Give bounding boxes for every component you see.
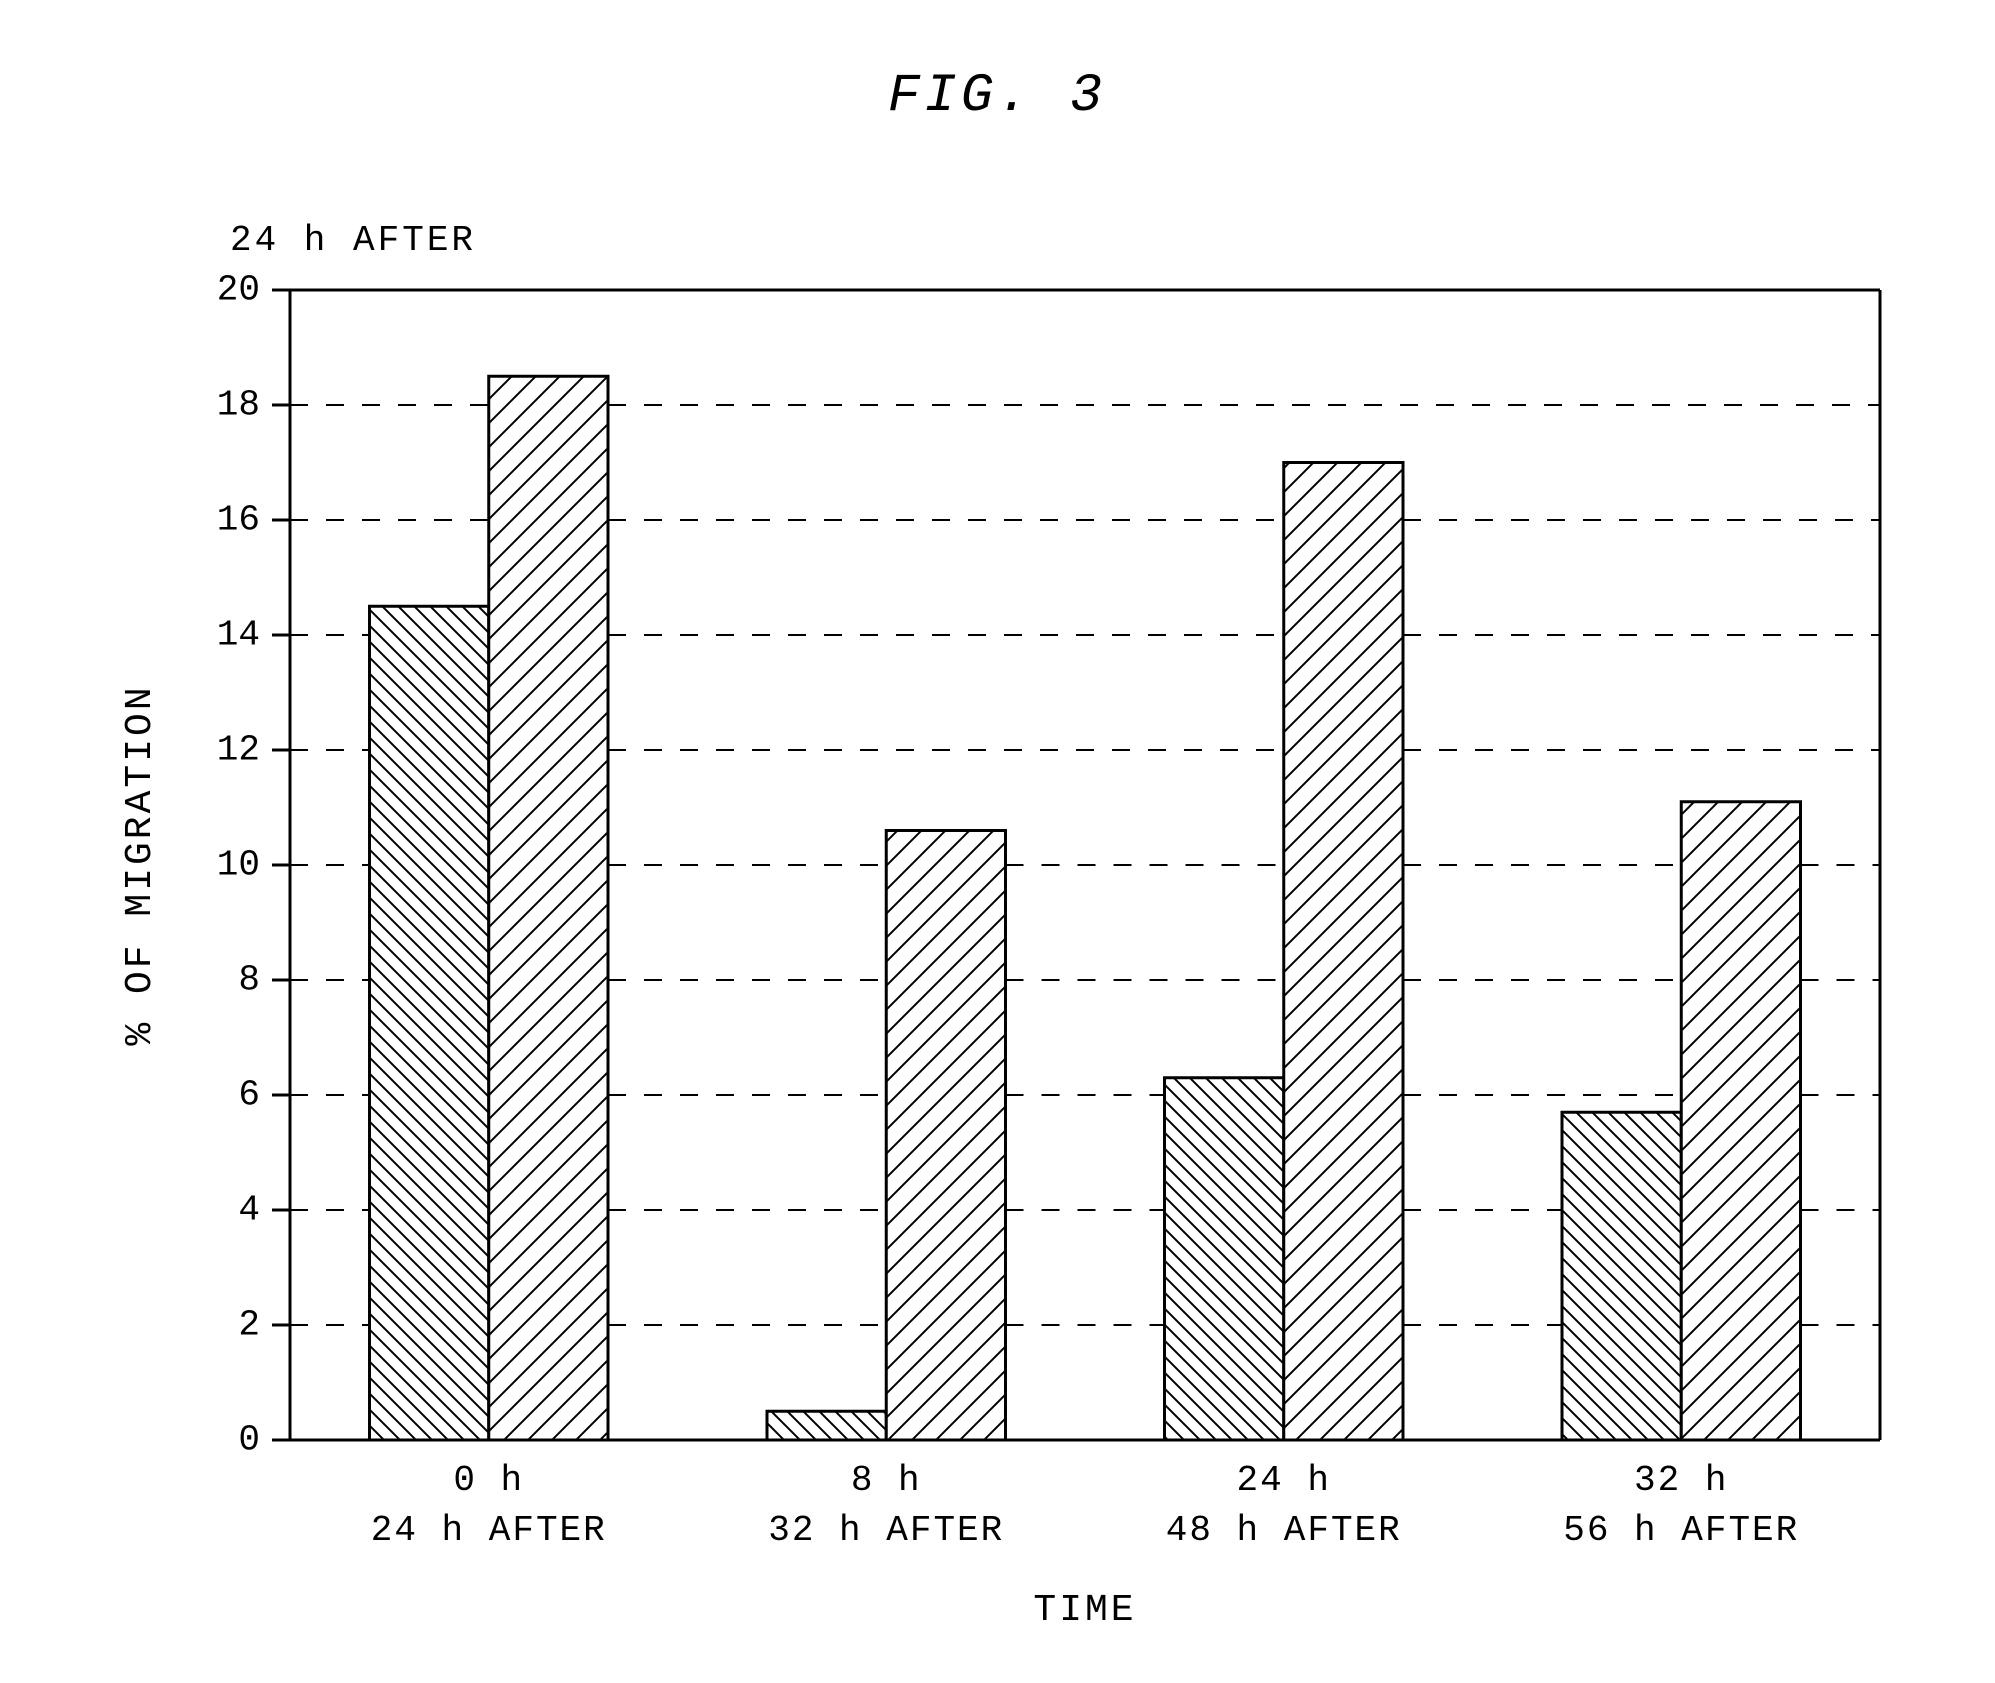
x-tick-label-line1: 32 h [1634, 1460, 1728, 1501]
bar-series-a-3 [1562, 1112, 1681, 1440]
bar-series-b-1 [886, 831, 1005, 1441]
x-tick-label-line1: 8 h [851, 1460, 922, 1501]
y-tick-label: 10 [217, 845, 260, 886]
x-tick-label-line2: 32 h AFTER [768, 1510, 1004, 1551]
x-tick-label-line1: 24 h [1237, 1460, 1331, 1501]
y-tick-label: 2 [238, 1305, 260, 1346]
y-axis-label: % OF MIGRATION [119, 684, 162, 1045]
figure-title: FIG. 3 [888, 66, 1106, 127]
y-tick-label: 18 [217, 385, 260, 426]
bar-series-a-2 [1165, 1078, 1284, 1440]
y-tick-label: 14 [217, 615, 260, 656]
bar-series-a-1 [767, 1411, 886, 1440]
y-tick-label: 6 [238, 1075, 260, 1116]
bar-series-a-0 [370, 606, 489, 1440]
x-tick-label-line2: 56 h AFTER [1563, 1510, 1799, 1551]
x-tick-label-line2: 48 h AFTER [1166, 1510, 1402, 1551]
y-tick-label: 8 [238, 960, 260, 1001]
bar-series-b-0 [489, 376, 608, 1440]
y-tick-label: 16 [217, 500, 260, 541]
y-tick-label: 0 [238, 1420, 260, 1461]
y-tick-label: 20 [217, 270, 260, 311]
x-axis-label: TIME [1033, 1589, 1136, 1632]
x-tick-label-line1: 0 h [453, 1460, 524, 1501]
chart-subtitle: 24 h AFTER [230, 220, 476, 261]
y-tick-label: 4 [238, 1190, 260, 1231]
x-tick-label-line2: 24 h AFTER [371, 1510, 607, 1551]
bars [370, 376, 1801, 1440]
bar-series-b-3 [1681, 802, 1800, 1440]
figure-container: FIG. 3 24 h AFTER 0 2 4 6 8 10 12 14 16 18 20 0 h 24 h… [0, 0, 1995, 1683]
bar-series-b-2 [1284, 463, 1403, 1441]
bar-chart: FIG. 3 24 h AFTER 0 2 4 6 8 10 12 14 16 18 20 0 h 24 h… [0, 0, 1995, 1683]
y-tick-label: 12 [217, 730, 260, 771]
